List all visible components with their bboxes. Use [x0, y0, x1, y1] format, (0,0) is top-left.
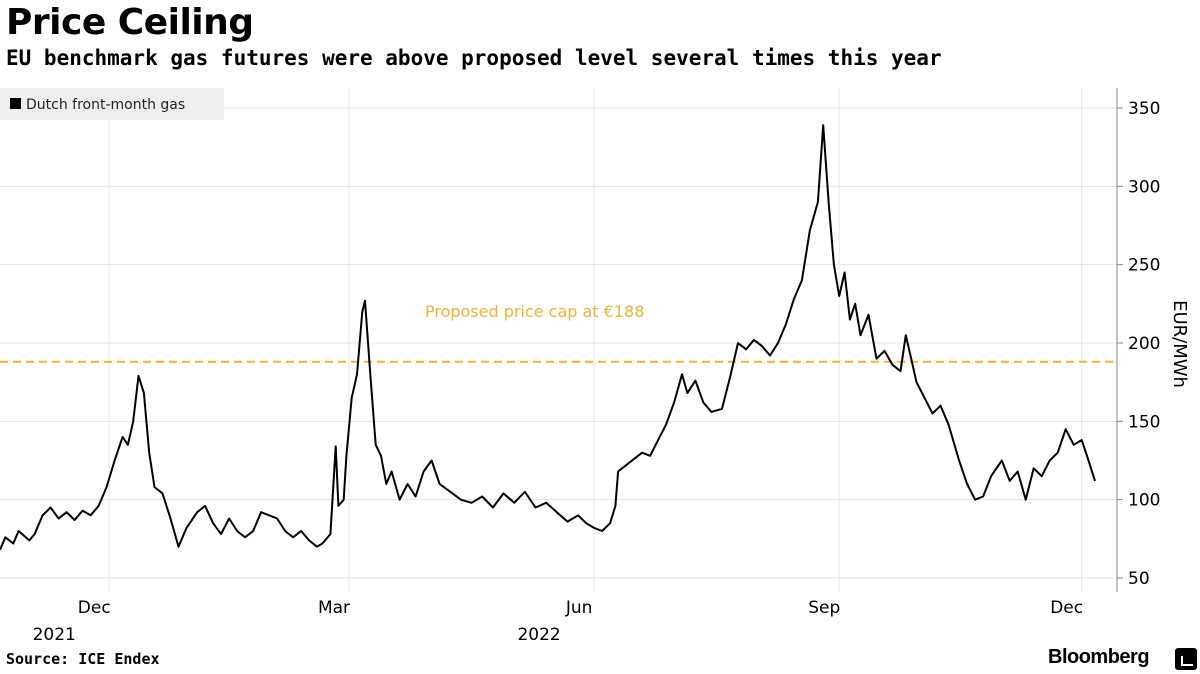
- y-tick-label: 200: [1128, 334, 1160, 354]
- y-tick-label: 150: [1128, 412, 1160, 432]
- x-tick-year-label: 2022: [517, 625, 560, 645]
- legend-entry: Dutch front-month gas: [26, 97, 185, 113]
- chart-icon: [1175, 648, 1197, 670]
- brand-logo: Bloomberg: [1048, 646, 1150, 668]
- y-tick-label: 350: [1128, 99, 1160, 119]
- x-tick-label: Sep: [808, 598, 840, 618]
- x-gridlines: [108, 88, 1083, 592]
- x-tick-label: Mar: [318, 598, 350, 618]
- y-axis-ticks: 50 100 150 200 250 300 350: [1117, 99, 1160, 589]
- legend-swatch: [10, 98, 21, 109]
- gridlines: [0, 107, 1117, 579]
- y-tick-label: 250: [1128, 256, 1160, 276]
- series-line-dutch-gas: [0, 124, 1096, 551]
- x-tick-label: Jun: [565, 598, 593, 618]
- chart-title: Price Ceiling: [6, 2, 254, 43]
- y-tick-label: 100: [1128, 491, 1160, 511]
- price-cap-annotation: Proposed price cap at €188: [425, 302, 644, 321]
- y-tick-label: 50: [1128, 569, 1150, 589]
- x-tick-label: Dec: [78, 598, 111, 618]
- y-axis-label: EUR/MWh: [1169, 300, 1190, 388]
- chart-subtitle: EU benchmark gas futures were above prop…: [6, 46, 942, 70]
- source-note: Source: ICE Endex: [6, 650, 160, 668]
- y-tick-label: 300: [1128, 177, 1160, 197]
- x-tick-year-label: 2021: [33, 625, 76, 645]
- legend: Dutch front-month gas: [0, 88, 224, 120]
- x-tick-label: Dec: [1050, 598, 1083, 618]
